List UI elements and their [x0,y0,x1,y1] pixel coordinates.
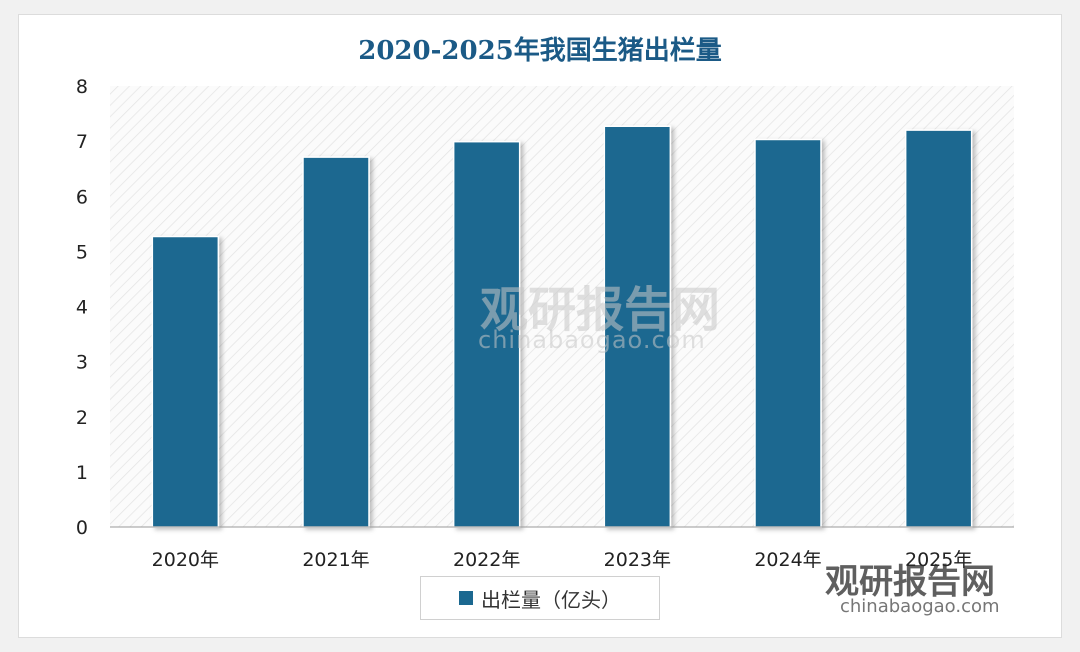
bar-2024年 [754,138,822,528]
bar-2023年 [603,125,672,528]
y-axis: 0 1 2 3 4 5 6 7 8 [76,76,88,539]
y-tick-label: 2 [76,407,88,429]
y-tick-label: 1 [76,462,88,484]
x-tick-label: 2021年 [302,549,369,571]
y-tick-label: 4 [76,297,88,319]
x-tick-label: 2024年 [754,549,821,571]
watermark-domain: chinabaogao.com [478,326,706,354]
legend-swatch [459,591,473,605]
plot-area [110,86,1014,527]
legend-label: 出栏量（亿头） [481,587,621,612]
corner-watermark-text: 观研报告网 [825,562,995,602]
corner-watermark-domain: chinabaogao.com [840,596,1000,617]
y-tick-label: 6 [76,186,88,208]
x-axis: 2020年 2021年 2022年 2023年 2024年 2025年 [152,549,973,571]
y-tick-label: 7 [76,131,88,153]
chart-title: 2020-2025年我国生猪出栏量 [358,36,722,66]
bar-2022年 [452,140,521,528]
legend: 出栏量（亿头） [420,576,660,620]
bars [151,125,973,528]
watermark-logo-text: 观研报告网 [480,282,721,338]
x-tick-label: 2025年 [905,549,972,571]
y-tick-label: 3 [76,352,88,374]
bar-2021年 [302,156,370,528]
y-tick-label: 0 [76,517,88,539]
y-tick-label: 5 [76,241,88,263]
x-tick-label: 2023年 [604,549,671,571]
x-tick-label: 2022年 [453,549,520,571]
bar-2025年 [904,129,973,528]
bar-2020年 [151,235,220,528]
y-tick-label: 8 [76,76,88,98]
x-tick-label: 2020年 [152,549,219,571]
